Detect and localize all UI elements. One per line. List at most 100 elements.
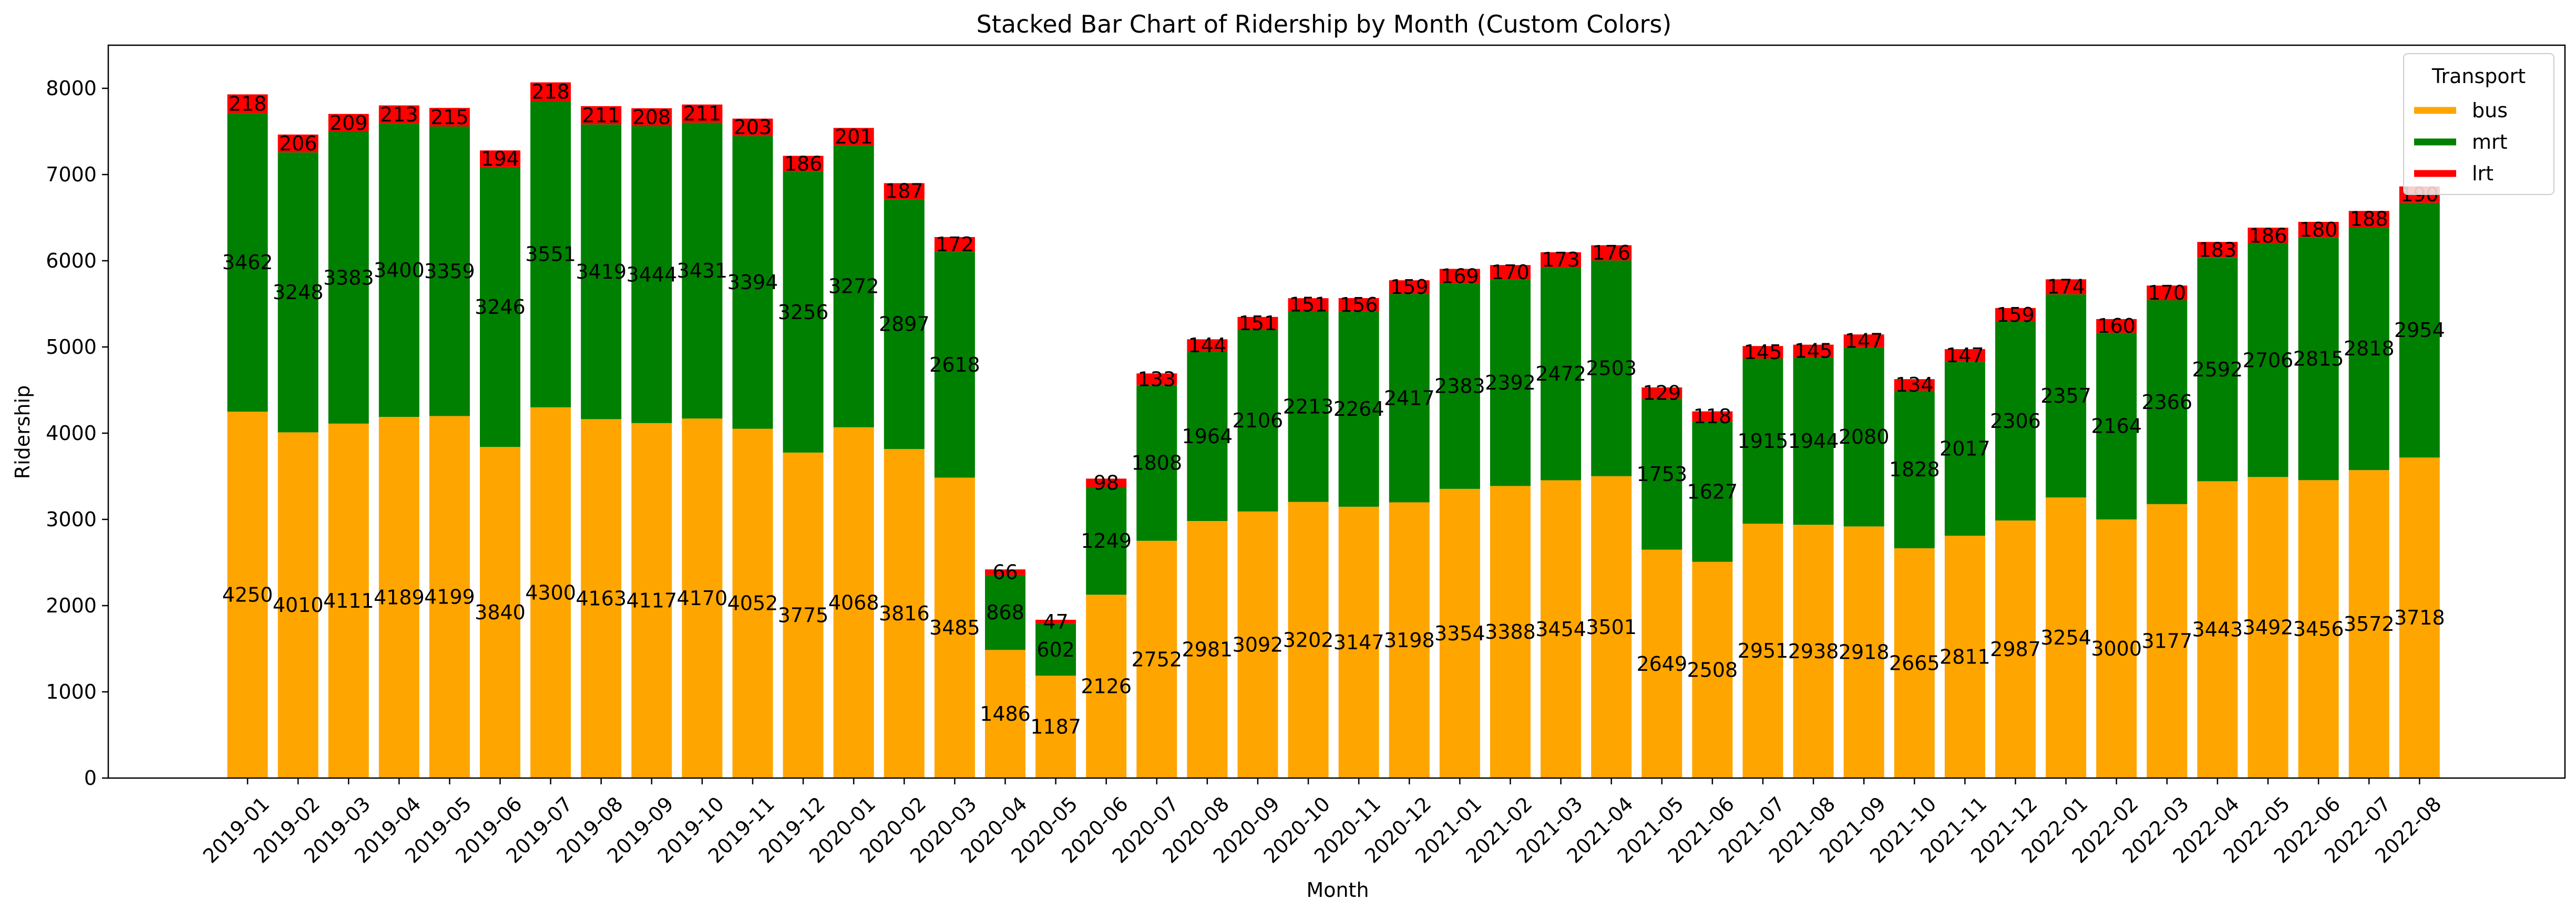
bar-bus-2022-04 [2197,481,2238,778]
bar-lrt-2021-11 [1944,349,1985,362]
bar-label-bus-2020-10: 3202 [1283,628,1334,651]
bar-label-lrt-2022-06: 180 [2300,218,2338,241]
bar-label-mrt-2021-05: 1753 [1636,463,1687,486]
bar-label-lrt-2022-02: 160 [2097,314,2136,338]
bar-label-bus-2019-03: 4111 [323,589,374,612]
bar-label-lrt-2020-02: 187 [885,180,923,203]
bar-lrt-2020-01 [833,128,874,146]
bar-label-lrt-2021-12: 159 [1996,303,2035,326]
bar-bus-2020-10 [1288,502,1329,778]
bar-label-bus-2021-10: 2665 [1889,652,1940,675]
bar-mrt-2019-11 [732,136,773,429]
bar-label-bus-2019-07: 4300 [525,581,576,604]
bar-label-bus-2022-03: 3177 [2141,630,2192,653]
bar-label-mrt-2019-06: 3246 [475,295,526,319]
bar-label-bus-2020-03: 3485 [929,616,980,639]
bar-label-lrt-2019-03: 209 [330,111,368,135]
bar-mrt-2020-09 [1237,330,1278,512]
bar-label-mrt-2021-02: 2392 [1485,371,1536,394]
bar-bus-2019-10 [682,418,723,778]
y-tick-label: 1000 [46,680,97,703]
bar-label-mrt-2020-04: 868 [986,601,1024,624]
bar-label-mrt-2019-11: 3394 [727,271,778,294]
bar-lrt-2022-07 [2348,211,2389,227]
bar-mrt-2020-10 [1288,311,1329,502]
bar-label-lrt-2020-10: 151 [1289,293,1328,316]
bars-layer [227,82,2440,778]
bar-mrt-2019-03 [328,132,369,424]
bar-bus-2022-08 [2399,457,2440,778]
bar-lrt-2020-03 [934,237,975,252]
bar-label-lrt-2021-01: 169 [1441,264,1479,288]
bar-lrt-2022-02 [2096,319,2137,333]
bar-label-bus-2020-11: 3147 [1333,631,1384,654]
bar-label-mrt-2022-03: 2366 [2141,391,2192,414]
bar-label-mrt-2022-05: 2706 [2243,349,2294,372]
bar-mrt-2021-07 [1742,359,1783,524]
bar-label-lrt-2019-08: 211 [582,104,620,127]
bar-mrt-2019-07 [530,101,571,407]
bar-label-bus-2021-07: 2951 [1738,639,1789,662]
bar-label-mrt-2022-07: 2818 [2344,337,2395,360]
bar-mrt-2020-08 [1187,352,1228,522]
bar-lrt-2022-05 [2247,228,2288,244]
bar-label-mrt-2020-09: 2106 [1233,409,1284,432]
y-tick-label: 4000 [46,422,97,445]
bar-lrt-2022-06 [2298,222,2339,238]
bar-mrt-2021-03 [1541,267,1582,481]
bar-lrt-2021-08 [1793,344,1834,357]
bar-lrt-2021-02 [1490,265,1531,280]
bar-mrt-2019-02 [278,152,319,433]
bar-bus-2021-01 [1439,488,1480,778]
bar-label-lrt-2021-10: 134 [1895,373,1934,396]
bar-bus-2022-07 [2348,470,2389,778]
bar-lrt-2020-09 [1237,316,1278,330]
bar-mrt-2020-04 [985,575,1025,650]
bar-label-bus-2021-01: 3354 [1434,622,1485,645]
bar-lrt-2019-12 [783,156,824,172]
bar-bus-2020-03 [934,477,975,778]
bar-bus-2019-12 [783,452,824,778]
y-tick-label: 0 [84,766,97,790]
bar-lrt-2020-12 [1389,280,1430,294]
bar-label-bus-2020-08: 2981 [1182,638,1233,661]
bar-bus-2019-02 [278,432,319,778]
bar-bus-2019-05 [429,416,470,778]
bar-label-lrt-2021-06: 118 [1694,405,1732,428]
bar-lrt-2021-03 [1541,252,1582,268]
bar-label-mrt-2022-02: 2164 [2091,415,2142,438]
bar-label-lrt-2021-04: 176 [1592,241,1630,264]
bar-bus-2019-11 [732,428,773,778]
bar-label-mrt-2019-12: 3256 [778,301,829,324]
bar-label-lrt-2022-07: 188 [2350,208,2388,231]
bar-mrt-2020-03 [934,252,975,478]
bar-bus-2021-10 [1894,548,1935,778]
bar-bus-2022-03 [2147,504,2188,778]
bar-label-bus-2019-09: 4117 [626,589,677,612]
bar-label-mrt-2022-04: 2592 [2192,358,2243,381]
bar-label-bus-2019-12: 3775 [778,604,829,627]
bar-label-bus-2020-02: 3816 [879,602,930,625]
bar-label-mrt-2021-06: 1627 [1687,480,1738,503]
bar-bus-2019-04 [378,417,419,778]
bar-label-mrt-2021-07: 1915 [1738,430,1789,453]
bar-mrt-2021-09 [1843,347,1884,527]
bar-label-bus-2019-11: 4052 [727,592,778,615]
bar-mrt-2022-01 [2046,294,2087,498]
bar-lrt-2020-06 [1086,478,1127,487]
bar-label-mrt-2019-05: 3359 [424,260,475,283]
bar-lrt-2020-02 [884,183,925,200]
bar-label-mrt-2021-01: 2383 [1434,375,1485,398]
bar-mrt-2022-05 [2247,243,2288,477]
bar-bus-2021-08 [1793,525,1834,778]
bar-lrt-2019-05 [429,108,470,127]
bar-label-bus-2021-12: 2987 [1990,638,2041,661]
bar-label-lrt-2022-03: 170 [2148,281,2187,304]
bar-lrt-2022-03 [2147,285,2188,300]
bar-mrt-2021-02 [1490,280,1531,486]
bar-label-mrt-2021-08: 1944 [1788,430,1839,453]
bar-bus-2021-03 [1541,480,1582,778]
bar-bus-2020-06 [1086,595,1127,778]
